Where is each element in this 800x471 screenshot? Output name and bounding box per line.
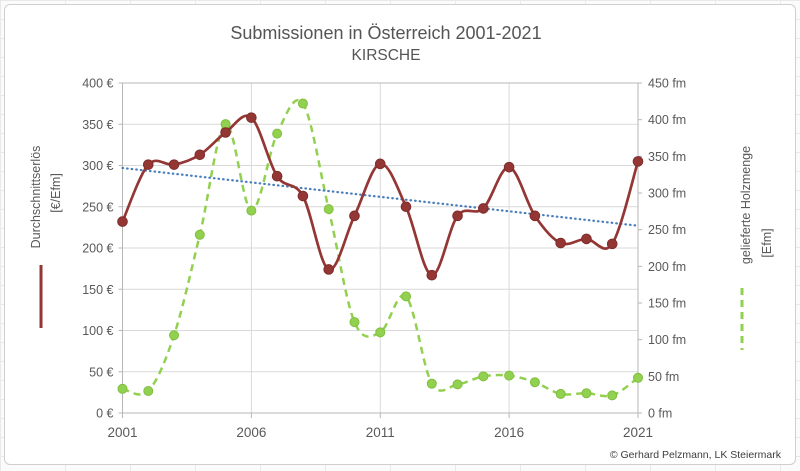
volume-data-point [401, 291, 412, 302]
revenue-data-point [632, 156, 644, 167]
right-axis-tick-label: 50 fm [648, 370, 679, 384]
left-axis-tick-label: 0 € [96, 407, 113, 421]
revenue-data-point [529, 210, 541, 222]
volume-data-point [452, 379, 463, 390]
left-axis-tick-label: 400 € [82, 77, 113, 91]
left-axis-tick-label: 250 € [82, 200, 113, 214]
chart-card: Submissionen in Österreich 2001-2021 KIR… [4, 4, 796, 465]
volume-line [122, 99, 639, 398]
revenue-data-point [581, 233, 592, 245]
volume-data-point [194, 229, 205, 240]
revenue-data-point [246, 112, 257, 123]
right-axis-tick-label: 150 fm [648, 297, 686, 311]
volume-data-point [375, 327, 386, 338]
revenue-data-point [426, 269, 438, 281]
revenue-data-point [478, 203, 489, 214]
revenue-data-point [142, 159, 154, 170]
revenue-data-point [194, 149, 206, 161]
volume-data-point [426, 378, 437, 389]
volume-data-point [246, 205, 257, 216]
chart-subtitle: KIRSCHE [351, 47, 421, 64]
right-axis-tick-label: 0 fm [648, 407, 672, 421]
revenue-data-point [606, 238, 618, 250]
right-axis-tick-label: 400 fm [648, 113, 686, 127]
trend-line [121, 166, 640, 227]
volume-data-point [297, 98, 308, 109]
left-axis-tick-label: 300 € [82, 159, 113, 173]
x-axis-tick-label: 2006 [236, 425, 266, 440]
volume-data-point [581, 388, 592, 399]
left-axis-tick-label: 350 € [82, 118, 113, 132]
revenue-data-point [452, 210, 463, 222]
revenue-data-point [555, 237, 566, 249]
left-axis-tick-label: 100 € [82, 324, 113, 338]
revenue-data-point [323, 264, 335, 275]
revenue-data-point [374, 158, 386, 170]
right-axis-tick-label: 450 fm [648, 77, 686, 91]
revenue-data-point [297, 190, 309, 202]
revenue-data-point [349, 210, 360, 222]
chart-title-block: Submissionen in Österreich 2001-2021 KIR… [5, 21, 767, 67]
left-axis-tick-label: 200 € [82, 242, 113, 256]
right-axis-tick-label: 250 fm [648, 223, 686, 237]
volume-data-point [272, 128, 283, 139]
revenue-data-point [503, 161, 515, 173]
volume-data-point [323, 204, 334, 215]
volume-data-point [504, 370, 515, 381]
chart-title: Submissionen in Österreich 2001-2021 [230, 23, 542, 43]
volume-data-point [169, 330, 180, 341]
right-axis-tick-label: 100 fm [648, 333, 686, 347]
volume-data-point [607, 390, 618, 401]
x-axis-tick-label: 2011 [366, 425, 395, 440]
revenue-data-point [400, 201, 412, 213]
left-axis-tick-label: 150 € [82, 283, 113, 297]
volume-data-point [478, 371, 489, 382]
revenue-data-point [117, 216, 128, 227]
x-axis-tick-label: 2021 [623, 425, 653, 440]
volume-data-point [529, 377, 540, 388]
copyright-text: © Gerhard Pelzmann, LK Steiermark [609, 449, 781, 461]
right-axis-tick-label: 350 fm [648, 150, 686, 164]
right-axis-tick-label: 300 fm [648, 187, 686, 201]
revenue-data-point [271, 170, 283, 182]
right-axis-tick-label: 200 fm [648, 260, 686, 274]
left-axis-tick-label: 50 € [89, 365, 113, 379]
volume-data-point [349, 317, 360, 328]
x-axis-tick-label: 2001 [107, 425, 137, 440]
revenue-data-point [220, 127, 231, 138]
volume-data-point [117, 383, 128, 394]
x-axis-tick-label: 2016 [494, 425, 524, 440]
volume-data-point [555, 388, 566, 399]
volume-data-point [633, 372, 643, 383]
revenue-data-point [168, 159, 180, 170]
volume-data-point [143, 386, 154, 396]
